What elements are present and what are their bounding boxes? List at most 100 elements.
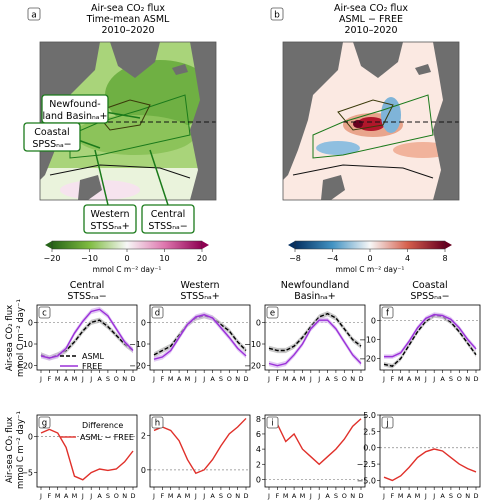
western-label-box <box>83 204 137 234</box>
xtick-label: J <box>317 492 320 500</box>
xtick-label: D <box>473 492 478 500</box>
colorbar-arrow <box>202 241 209 249</box>
xtick-label: A <box>440 492 445 500</box>
xtick-label: D <box>358 375 363 383</box>
ytick-label: −20 <box>359 355 376 364</box>
coastal-label-text: SPSSₙₐ− <box>32 139 71 150</box>
anomaly <box>357 117 385 131</box>
xtick-label: O <box>342 375 347 383</box>
series-line-FREE <box>384 313 477 358</box>
land-europe-africa <box>190 42 216 200</box>
ytick-label: 2 <box>256 460 261 469</box>
callout-line <box>104 111 141 119</box>
xtick-label: M <box>55 492 61 500</box>
panel-title-line: Basinₙₐ+ <box>294 291 335 302</box>
ytick-label: 0 <box>256 475 261 484</box>
panel-letter-box <box>381 416 394 429</box>
xtick-label: F <box>275 492 279 500</box>
xtick-label: O <box>227 492 232 500</box>
xtick-label: A <box>97 375 102 383</box>
xtick-label: O <box>457 375 462 383</box>
panel-letter-box <box>151 416 164 429</box>
xtick-label: J <box>202 492 205 500</box>
ytick-label: −20 <box>16 362 33 371</box>
ytick-label: 8 <box>256 415 261 424</box>
land-north-america <box>283 42 343 180</box>
xtick-label: D <box>243 375 248 383</box>
xtick-label: J <box>267 492 270 500</box>
panel-letter: g <box>42 419 47 429</box>
xtick-label: M <box>300 375 306 383</box>
xtick-label: A <box>210 492 215 500</box>
land-iceland <box>172 64 188 75</box>
xtick-label: O <box>342 492 347 500</box>
map-b <box>283 42 459 200</box>
panel-letter: h <box>155 419 160 429</box>
ytick-label: 0 <box>256 318 261 327</box>
ylabel-bottom-line: mmol C m⁻² day⁻¹ <box>16 411 26 489</box>
panel-letter-box <box>151 306 164 319</box>
xtick-label: J <box>152 375 155 383</box>
ytick-label: 2 <box>141 432 146 441</box>
legend-asml-label: ASML <box>82 352 104 361</box>
xtick-label: A <box>440 375 445 383</box>
ocean-shade <box>75 115 195 155</box>
panel-g: −50J F M A M J J A S O N Dg <box>21 414 138 500</box>
xtick-label: A <box>64 492 69 500</box>
xtick-label: J <box>81 492 84 500</box>
xtick-label: J <box>309 375 312 383</box>
panel-letter: i <box>271 419 273 429</box>
map-title-line: 2010–2020 <box>101 25 154 36</box>
xtick-label: J <box>89 492 92 500</box>
panel-title-line: Coastal <box>412 280 447 291</box>
ytick-label: 0 <box>141 318 146 327</box>
anomaly <box>353 120 363 128</box>
series-line-ASML − FREE <box>383 448 477 482</box>
xtick-label: M <box>185 375 191 383</box>
panel-h: 02J F M A M J J A S O N Dh <box>141 414 251 500</box>
series-band-FREE <box>269 317 361 369</box>
colorbar-arrow <box>445 241 452 249</box>
ytick-label: 2.5 <box>363 427 376 436</box>
panel-letter: d <box>155 309 160 319</box>
panel-letter: e <box>270 309 275 319</box>
central-label-text: STSSₙₐ− <box>148 221 187 232</box>
series-line-FREE <box>268 319 362 367</box>
ylabel-bottom: Air-sea CO₂ fluxmmol C m⁻² day⁻¹ <box>5 411 26 489</box>
xtick-label: F <box>390 375 394 383</box>
xtick-label: S <box>106 375 110 383</box>
xtick-label: J <box>317 375 320 383</box>
xtick-label: D <box>130 375 135 383</box>
xtick-label: F <box>47 492 51 500</box>
series-band-FREE <box>384 312 476 359</box>
xtick-label: A <box>292 375 297 383</box>
map-title-line: ASML − FREE <box>339 14 403 25</box>
xtick-label: N <box>235 492 240 500</box>
ytick-label: 0.0 <box>363 444 376 453</box>
western-label-text: Western <box>91 209 130 220</box>
xtick-label: F <box>275 375 279 383</box>
map-title-line: Air-sea CO₂ flux <box>91 3 165 14</box>
xtick-label: N <box>350 375 355 383</box>
xtick-label: J <box>424 375 427 383</box>
xtick-label: J <box>39 375 42 383</box>
xtick-label: M <box>168 492 174 500</box>
xtick-label: A <box>325 375 330 383</box>
axes-frame <box>264 414 366 488</box>
legend-diff-title: Difference <box>82 421 123 430</box>
xtick-label: F <box>160 492 164 500</box>
region-outline <box>94 99 151 131</box>
ytick-label: 0 <box>141 466 146 475</box>
xtick-label: J <box>202 375 205 383</box>
axes-frame <box>36 414 138 488</box>
xtick-label: A <box>325 492 330 500</box>
xtick-label: F <box>47 375 51 383</box>
axes-frame <box>379 414 481 488</box>
land-caribbean <box>78 175 102 200</box>
anomaly <box>316 141 360 155</box>
xtick-label: D <box>130 492 135 500</box>
series-line-FREE <box>40 308 134 359</box>
